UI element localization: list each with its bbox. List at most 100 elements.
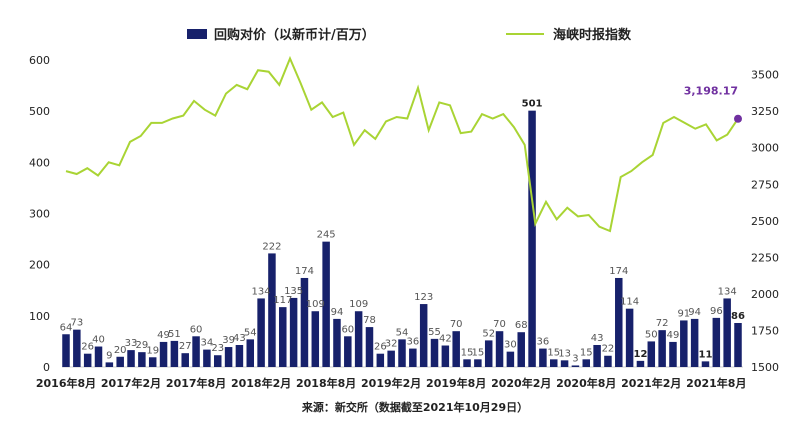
x-tick-label: 2019年2月 <box>361 376 421 390</box>
bar-value-label: 54 <box>396 327 409 338</box>
bar-value-label: 19 <box>146 345 159 356</box>
bar <box>398 339 406 367</box>
bar-value-label: 109 <box>349 299 368 310</box>
bar-value-label: 15 <box>472 347 485 358</box>
bar-value-label: 135 <box>284 286 303 297</box>
bar <box>593 344 601 367</box>
bar-value-label: 15 <box>461 347 474 358</box>
legend-bar-swatch <box>187 29 207 39</box>
bar-value-label: 70 <box>450 319 463 330</box>
bar-value-label: 9 <box>106 350 112 361</box>
bar-value-label: 117 <box>273 295 292 306</box>
bar <box>127 350 135 367</box>
bar <box>723 298 731 367</box>
bar-value-label: 55 <box>428 327 441 338</box>
bar <box>701 361 710 367</box>
bar <box>148 357 157 367</box>
x-tick-label: 2019年8月 <box>426 376 486 390</box>
bar-value-label: 34 <box>201 338 214 349</box>
bar-value-label: 222 <box>262 241 281 252</box>
right-tick-label: 3500 <box>751 69 779 82</box>
bar-value-label: 27 <box>179 341 192 352</box>
right-tick-label: 1500 <box>751 361 779 374</box>
bar <box>571 365 580 367</box>
bar <box>105 362 114 367</box>
right-tick-label: 3250 <box>751 105 779 118</box>
x-tick-label: 2018年2月 <box>231 376 291 390</box>
bar <box>224 347 233 367</box>
bar-value-label: 64 <box>60 322 73 333</box>
bar-value-label: 11 <box>699 349 713 360</box>
bar-value-label: 123 <box>414 292 433 303</box>
bar-value-label: 73 <box>70 318 83 329</box>
bar-value-label: 134 <box>718 286 737 297</box>
bar-value-label: 174 <box>295 266 314 277</box>
bar-value-label: 94 <box>688 307 701 318</box>
bar <box>690 318 699 367</box>
bar-value-label: 20 <box>114 345 127 356</box>
left-tick-label: 0 <box>43 361 50 374</box>
bar-value-label: 78 <box>363 315 376 326</box>
bar-value-label: 91 <box>677 308 690 319</box>
bar <box>268 253 276 367</box>
bar-value-label: 26 <box>374 342 387 353</box>
x-tick-label: 2018年8月 <box>296 376 356 390</box>
bar-value-label: 23 <box>211 343 224 354</box>
bar <box>517 332 525 367</box>
bar <box>680 320 688 367</box>
left-tick-label: 500 <box>29 105 50 118</box>
bar <box>495 331 504 367</box>
bar <box>322 241 330 367</box>
left-tick-label: 600 <box>29 54 50 67</box>
bar-value-label: 86 <box>731 311 745 322</box>
bar-value-label: 54 <box>244 327 257 338</box>
bar <box>203 349 211 367</box>
bar <box>83 353 92 367</box>
bar <box>213 355 222 367</box>
bar-value-label: 15 <box>580 347 593 358</box>
bar <box>311 311 320 367</box>
bar <box>452 331 460 367</box>
bar-value-label: 3 <box>572 353 578 364</box>
source-note: 来源：新交所（数据截至2021年10月29日） <box>301 400 528 414</box>
left-axis: 0 100 200 300 400 500 600 <box>29 54 50 374</box>
bar <box>159 341 168 367</box>
bar-value-label: 60 <box>190 324 203 335</box>
bar-value-label: 30 <box>504 340 517 351</box>
right-tick-label: 2500 <box>751 215 779 228</box>
bar <box>463 359 471 367</box>
bar-value-label: 96 <box>710 306 723 317</box>
bar <box>615 277 623 367</box>
left-tick-label: 200 <box>29 259 50 272</box>
bar-value-label: 49 <box>667 330 680 341</box>
highlight-point <box>734 114 742 123</box>
bar <box>549 359 558 367</box>
bar-value-label: 32 <box>385 339 398 350</box>
bar-value-label: 174 <box>609 266 628 277</box>
bar-value-label: 49 <box>157 330 170 341</box>
bar <box>636 360 645 367</box>
bar-value-label: 52 <box>482 328 495 339</box>
bar-value-label: 50 <box>645 329 658 340</box>
bar <box>116 356 124 367</box>
bar <box>246 339 255 367</box>
right-axis: 1500 1750 2000 2250 2500 2750 3000 3250 3500 <box>751 69 779 374</box>
bar-value-label: 22 <box>602 344 615 355</box>
bar-value-label: 13 <box>558 348 571 359</box>
right-tick-label: 2750 <box>751 178 779 191</box>
right-tick-label: 2000 <box>751 288 779 301</box>
bar-value-label: 109 <box>306 299 325 310</box>
bar <box>235 344 244 367</box>
left-tick-label: 400 <box>29 156 50 169</box>
left-tick-label: 100 <box>29 310 50 323</box>
bar-value-label: 42 <box>439 334 452 345</box>
bar-value-label: 40 <box>92 335 105 346</box>
bar-value-label: 36 <box>537 337 550 348</box>
bar-value-label: 134 <box>252 286 271 297</box>
bar <box>669 341 677 367</box>
bar <box>192 336 200 367</box>
bar-value-label: 43 <box>233 333 246 344</box>
legend-line-label: 海峡时报指数 <box>553 27 632 43</box>
bar-series <box>62 110 742 367</box>
